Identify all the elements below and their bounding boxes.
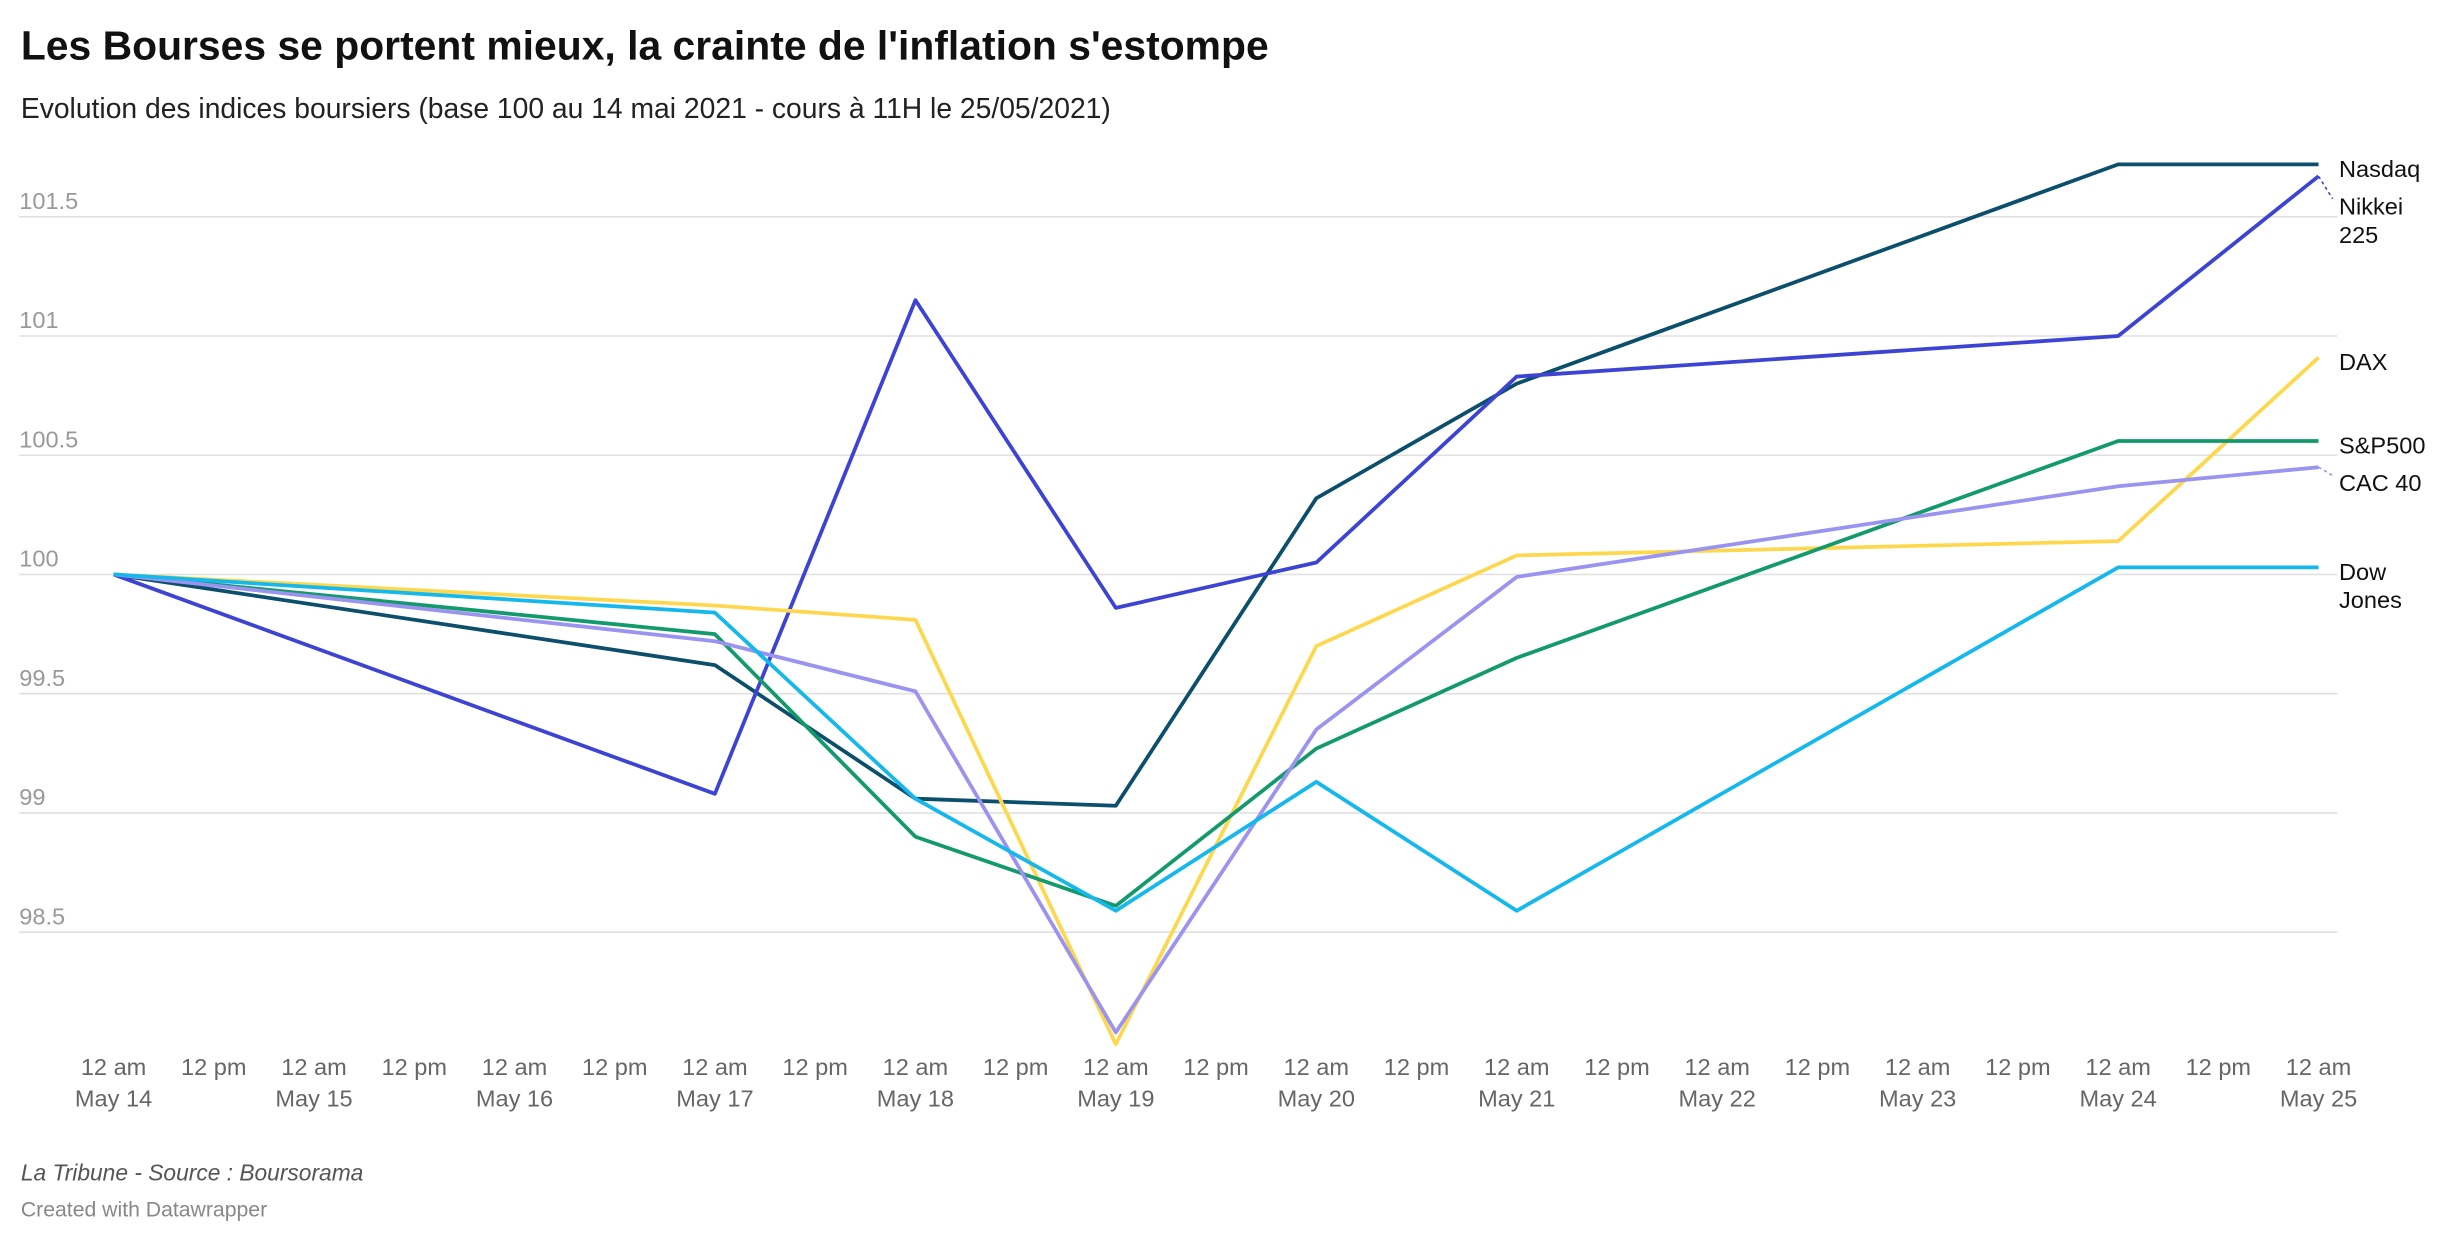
x-tick-time: 12 am — [482, 1054, 548, 1080]
series-line — [113, 465, 2319, 1035]
x-tick-time: 12 pm — [582, 1054, 648, 1080]
x-tick-time: 12 pm — [1384, 1054, 1450, 1080]
x-tick-time: 12 am — [81, 1054, 147, 1080]
chart-title: Les Bourses se portent mieux, la crainte… — [21, 23, 1269, 69]
x-tick-time: 12 pm — [181, 1054, 247, 1080]
x-tick-time: 12 am — [1484, 1054, 1550, 1080]
x-tick-date: May 14 — [75, 1085, 152, 1111]
x-tick-label: 12 am May 22 — [1679, 1054, 1756, 1111]
series-line — [112, 174, 2320, 796]
legend-label: Nasdaq — [2339, 156, 2420, 182]
x-tick-time: 12 am — [1684, 1054, 1750, 1080]
x-tick-label: 12 pm — [181, 1054, 247, 1080]
x-tick-time: 12 pm — [1985, 1054, 2051, 1080]
x-tick-label: 12 pm — [2186, 1054, 2252, 1080]
x-tick-label: 12 am May 24 — [2079, 1054, 2156, 1111]
x-tick-label: 12 am May 17 — [676, 1054, 753, 1111]
x-tick-time: 12 pm — [2186, 1054, 2252, 1080]
series-line — [113, 356, 2320, 1047]
x-tick-date: May 20 — [1278, 1085, 1355, 1111]
y-tick-label: 101.5 — [19, 188, 78, 214]
x-tick-label: 12 pm — [1985, 1054, 2051, 1080]
y-tick-label: 100.5 — [19, 426, 78, 452]
x-tick-time: 12 am — [682, 1054, 748, 1080]
x-tick-time: 12 pm — [1183, 1054, 1249, 1080]
legend-label: Nikkei 225 — [2339, 194, 2403, 248]
x-tick-date: May 15 — [275, 1085, 352, 1111]
x-tick-label: 12 pm — [782, 1054, 848, 1080]
x-tick-time: 12 am — [2085, 1054, 2151, 1080]
legend-label: CAC 40 — [2339, 470, 2422, 496]
y-tick-label: 100 — [19, 546, 58, 572]
x-tick-date: May 25 — [2280, 1085, 2357, 1111]
x-tick-label: 12 am May 15 — [275, 1054, 352, 1111]
x-tick-date: May 18 — [877, 1085, 954, 1111]
x-tick-label: 12 am May 25 — [2280, 1054, 2357, 1111]
legend-label: S&P500 — [2339, 433, 2425, 459]
series-line — [113, 439, 2319, 908]
x-tick-label: 12 am May 21 — [1478, 1054, 1555, 1111]
x-tick-label: 12 pm — [382, 1054, 448, 1080]
legend-label: Dow Jones — [2339, 559, 2402, 613]
x-tick-label: 12 am May 16 — [476, 1054, 553, 1111]
x-tick-date: May 23 — [1879, 1085, 1956, 1111]
x-tick-time: 12 pm — [382, 1054, 448, 1080]
x-tick-date: May 22 — [1679, 1085, 1756, 1111]
y-tick-label: 101 — [19, 307, 58, 333]
x-tick-date: May 19 — [1077, 1085, 1154, 1111]
x-tick-label: 12 pm — [1785, 1054, 1850, 1080]
x-tick-label: 12 pm — [1584, 1054, 1650, 1080]
x-tick-time: 12 pm — [782, 1054, 848, 1080]
x-tick-label: 12 am May 23 — [1879, 1054, 1956, 1111]
x-tick-date: May 24 — [2079, 1085, 2156, 1111]
x-tick-time: 12 pm — [1785, 1054, 1850, 1080]
series-line — [113, 162, 2319, 808]
x-tick-time: 12 pm — [1584, 1054, 1650, 1080]
y-tick-label: 99 — [19, 784, 45, 810]
label-connector — [2318, 466, 2334, 477]
x-tick-date: May 16 — [476, 1085, 553, 1111]
x-tick-label: 12 pm — [983, 1054, 1048, 1080]
x-tick-time: 12 am — [2286, 1054, 2352, 1080]
label-connector — [2317, 175, 2334, 200]
x-tick-time: 12 am — [1885, 1054, 1951, 1080]
x-tick-label: 12 am May 20 — [1278, 1054, 1355, 1111]
series-line — [113, 565, 2319, 913]
x-tick-time: 12 am — [1284, 1054, 1350, 1080]
legend-label: DAX — [2339, 349, 2388, 375]
x-tick-time: 12 am — [281, 1054, 347, 1080]
y-tick-label: 99.5 — [19, 665, 65, 691]
x-tick-time: 12 am — [883, 1054, 948, 1080]
x-tick-time: 12 am — [1083, 1054, 1149, 1080]
y-tick-label: 98.5 — [19, 903, 65, 929]
source-note: La Tribune - Source : Boursorama — [21, 1159, 363, 1185]
x-tick-label: 12 am May 18 — [877, 1054, 954, 1111]
x-tick-label: 12 am May 19 — [1077, 1054, 1154, 1111]
credit: Created with Datawrapper — [21, 1198, 267, 1221]
x-tick-label: 12 pm — [1384, 1054, 1450, 1080]
x-tick-date: May 21 — [1478, 1085, 1555, 1111]
x-tick-time: 12 pm — [983, 1054, 1048, 1080]
x-tick-label: 12 pm — [582, 1054, 648, 1080]
x-tick-date: May 17 — [676, 1085, 753, 1111]
chart-subtitle: Evolution des indices boursiers (base 10… — [21, 92, 1111, 124]
x-tick-label: 12 pm — [1183, 1054, 1249, 1080]
x-tick-label: 12 am May 14 — [75, 1054, 152, 1111]
